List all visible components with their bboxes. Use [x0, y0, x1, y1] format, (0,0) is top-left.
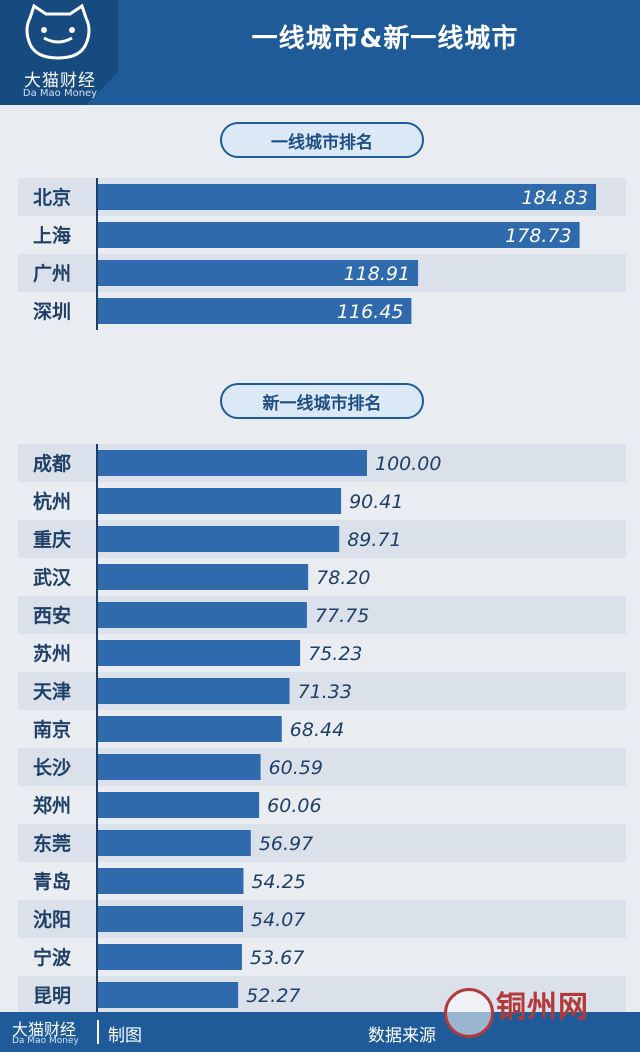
footer: 大猫财经 Da Mao Money 制图 数据来源 — [0, 1012, 640, 1052]
tier1-value-label: 116.45 — [337, 301, 403, 323]
new-tier1-category-label: 宁波 — [33, 946, 72, 969]
new-tier1-bar — [97, 640, 301, 666]
new-tier1-bar — [97, 982, 239, 1008]
new-tier1-category-label: 昆明 — [33, 985, 71, 1007]
new-tier1-value-label: 60.59 — [269, 757, 323, 779]
footer-source-label: 数据来源 — [368, 1026, 436, 1046]
new-tier1-bar — [97, 564, 309, 590]
new-tier1-value-label: 78.20 — [316, 567, 370, 589]
new-tier1-bar — [97, 716, 282, 742]
new-tier1-category-label: 南京 — [33, 718, 71, 741]
new-tier1-category-label: 沈阳 — [33, 908, 71, 931]
new-tier1-category-label: 东莞 — [33, 832, 71, 855]
watermark-text: 铜州网 — [496, 990, 589, 1025]
tier1-bar — [97, 184, 597, 210]
new-tier1-bar — [97, 944, 242, 970]
new-tier1-bar — [97, 678, 290, 704]
new-tier1-value-label: 90.41 — [349, 491, 403, 513]
tier1-category-label: 广州 — [33, 262, 71, 285]
new-tier1-value-label: 56.97 — [259, 833, 313, 855]
watermark-seal-icon — [444, 988, 494, 1038]
new-tier1-category-label: 苏州 — [33, 642, 71, 665]
new-tier1-bar — [97, 488, 342, 514]
new-tier1-category-label: 杭州 — [33, 490, 71, 513]
new-tier1-value-label: 60.06 — [267, 795, 321, 817]
new-tier1-value-label: 71.33 — [298, 681, 352, 703]
new-tier1-value-label: 53.67 — [250, 947, 304, 969]
new-tier1-category-label: 西安 — [33, 604, 71, 627]
section-title-new-tier1: 新一线城市排名 — [220, 383, 424, 419]
header-banner: 大猫财经 Da Mao Money 一线城市&新一线城市 — [0, 0, 640, 105]
section-title-tier1: 一线城市排名 — [220, 122, 424, 158]
new-tier1-value-label: 75.23 — [308, 643, 362, 665]
tier1-value-label: 118.91 — [344, 263, 410, 285]
logo-name: 大猫财经 — [24, 71, 96, 91]
new-tier1-bar — [97, 830, 251, 856]
footer-divider — [97, 1020, 99, 1044]
tier1-bar — [97, 222, 580, 248]
new-tier1-value-label: 54.07 — [251, 909, 305, 931]
new-tier1-bar — [97, 792, 260, 818]
new-tier1-bar — [97, 754, 261, 780]
page-title: 一线城市&新一线城市 — [251, 24, 519, 54]
tier1-category-label: 上海 — [33, 224, 71, 247]
new-tier1-category-label: 青岛 — [33, 870, 71, 893]
new-tier1-category-label: 武汉 — [33, 567, 72, 589]
new-tier1-bar — [97, 450, 367, 476]
new-tier1-category-label: 郑州 — [33, 795, 71, 817]
new-tier1-category-label: 成都 — [33, 452, 71, 475]
new-tier1-bar — [97, 602, 307, 628]
new-tier1-category-label: 长沙 — [33, 757, 71, 779]
tier1-bar — [97, 298, 412, 324]
new-tier1-value-label: 89.71 — [347, 529, 401, 551]
logo-badge: 大猫财经 Da Mao Money — [0, 0, 118, 105]
new-tier1-bar — [97, 906, 243, 932]
logo-subtitle: Da Mao Money — [22, 88, 98, 99]
new-tier1-category-label: 重庆 — [33, 528, 71, 551]
tier1-category-label: 北京 — [33, 186, 71, 209]
new-tier1-category-label: 天津 — [33, 680, 71, 703]
tier1-value-label: 184.83 — [522, 187, 588, 209]
tier1-category-label: 深圳 — [33, 300, 71, 323]
footer-brand-subtitle: Da Mao Money — [12, 1036, 79, 1046]
tier1-value-label: 178.73 — [505, 225, 571, 247]
new-tier1-value-label: 100.00 — [375, 453, 441, 475]
new-tier1-bar — [97, 526, 340, 552]
new-tier1-value-label: 52.27 — [246, 985, 300, 1007]
cat-logo-icon — [0, 0, 118, 105]
footer-made-label: 制图 — [108, 1026, 142, 1046]
new-tier1-bar — [97, 868, 244, 894]
new-tier1-value-label: 68.44 — [290, 719, 344, 741]
tier1-bar — [97, 260, 419, 286]
new-tier1-value-label: 77.75 — [315, 605, 369, 627]
new-tier1-value-label: 54.25 — [251, 871, 305, 893]
footer-brand: 大猫财经 — [12, 1020, 77, 1039]
